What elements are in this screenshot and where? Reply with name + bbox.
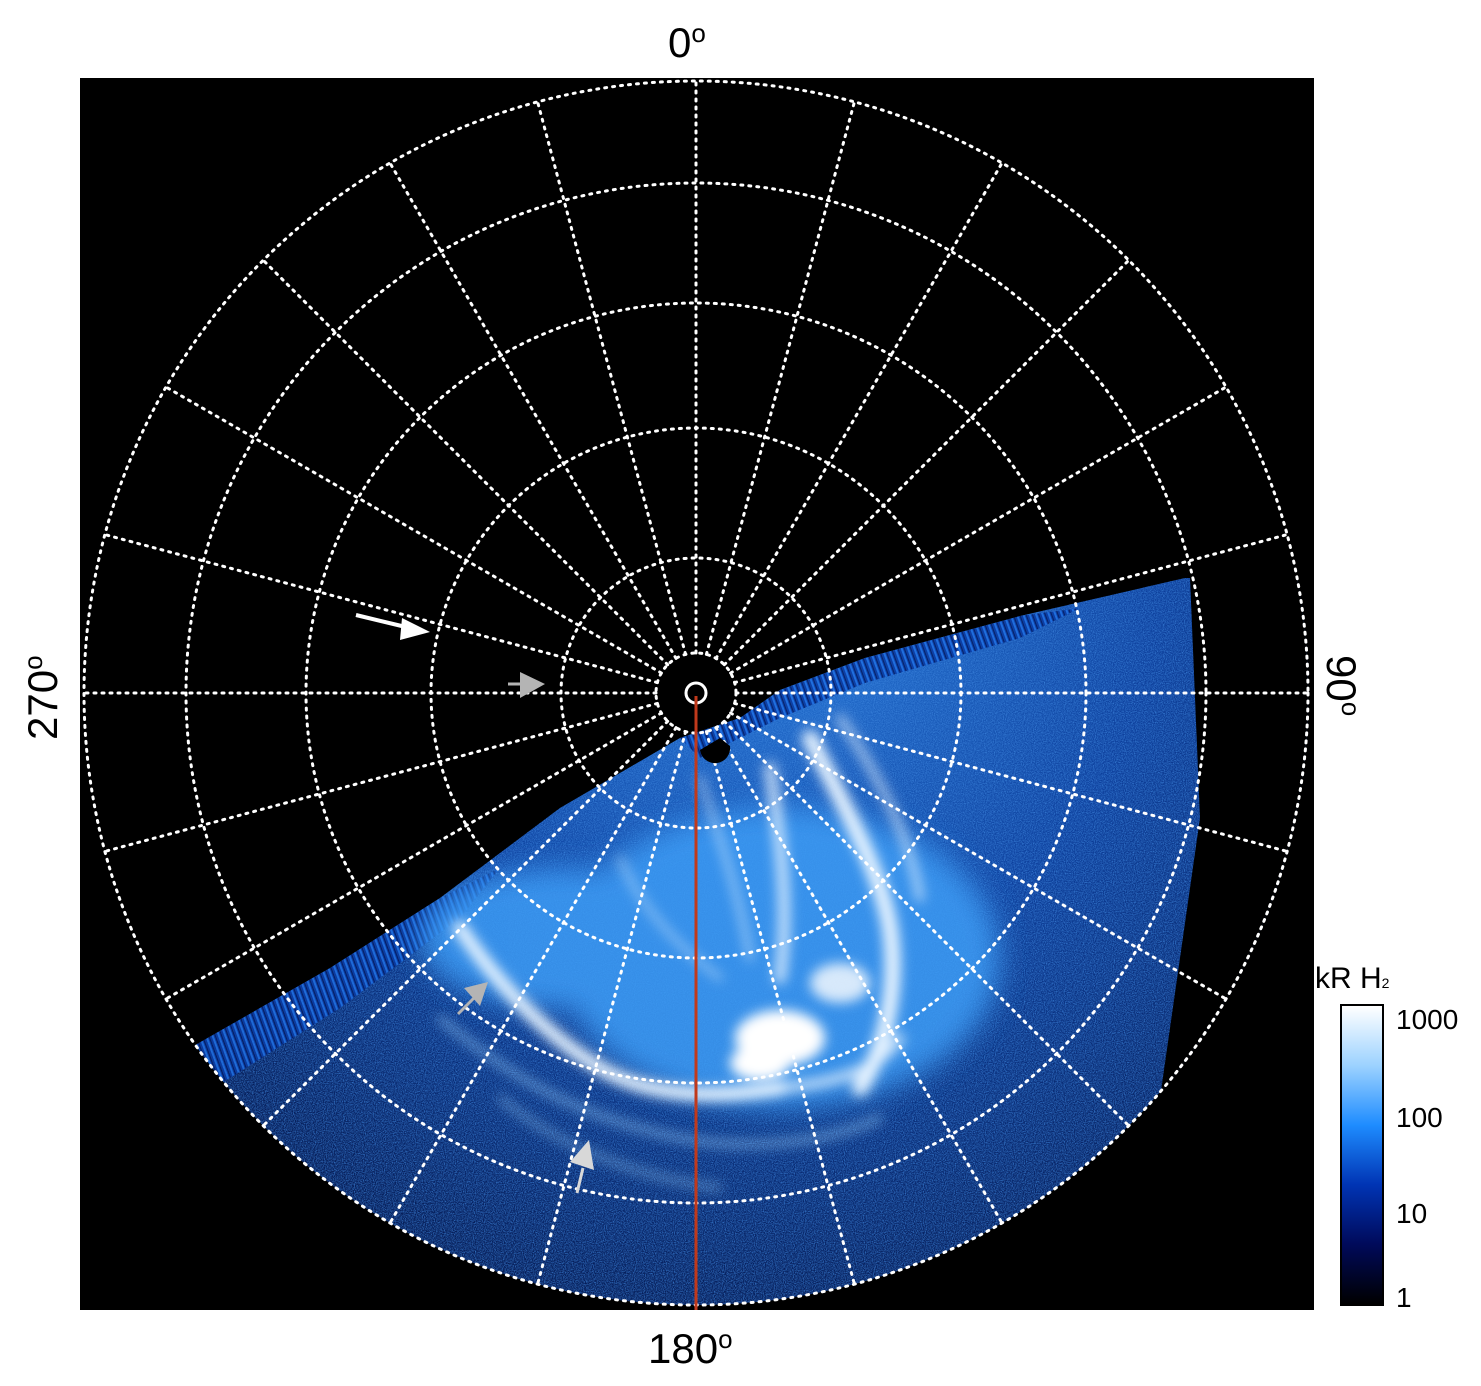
grid-meridian-line — [722, 258, 1131, 667]
longitude-label-270: 270o — [18, 655, 66, 740]
colorbar-title: kR H2 — [1315, 962, 1390, 995]
grid-meridian-line — [103, 701, 659, 853]
grid-meridian-line — [733, 533, 1289, 685]
colorbar-tick-label: 100 — [1396, 1102, 1443, 1133]
longitude-label-90: 90o — [1318, 655, 1366, 717]
grid-meridian-line — [536, 730, 688, 1286]
grey-arrow-icon — [508, 672, 545, 698]
longitude-label-180: 180o — [648, 1324, 733, 1372]
grid-meridian-line — [261, 258, 670, 667]
grid-meridian-line — [729, 711, 1228, 1001]
grid-meridian-line — [733, 701, 1289, 853]
polar-projection-image — [80, 78, 1314, 1310]
grid-meridian-line — [164, 385, 663, 675]
grid-meridian-line — [704, 730, 856, 1286]
grid-meridian-line — [704, 100, 856, 656]
white-arrow-icon — [355, 613, 430, 640]
grid-meridian-line — [261, 719, 670, 1128]
colorbar — [1340, 1004, 1384, 1306]
longitude-label-0: 0o — [668, 18, 706, 66]
colorbar-tick-label: 1000 — [1396, 1004, 1459, 1035]
grid-meridian-line — [103, 533, 659, 685]
grid-meridian-line — [729, 385, 1228, 675]
polar-projection-svg — [82, 79, 1310, 1310]
grid-meridian-line — [714, 726, 1004, 1225]
grid-meridian-line — [722, 719, 1131, 1128]
colorbar-tick-label: 10 — [1396, 1198, 1428, 1229]
grid-meridian-line — [714, 161, 1004, 660]
grid-meridian-line — [388, 161, 678, 660]
grey-arrow-icon — [456, 982, 488, 1016]
grid-meridian-line — [536, 100, 688, 656]
pole-notch — [700, 738, 731, 764]
grid-meridian-line — [164, 711, 663, 1001]
polar-grid — [82, 79, 1310, 1307]
colorbar-tick-label: 1 — [1396, 1282, 1412, 1313]
grid-meridian-line — [388, 726, 678, 1225]
grey-arrow-icon — [570, 1140, 594, 1194]
